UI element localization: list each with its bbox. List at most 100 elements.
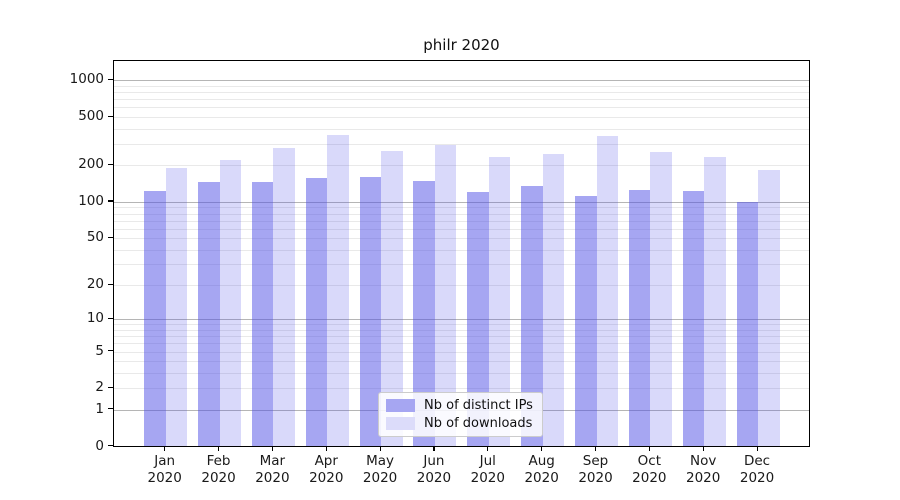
bar-downloads	[542, 153, 565, 447]
y-axis-tick-label: 100	[78, 192, 104, 209]
legend-item-downloads: Nb of downloads	[386, 416, 533, 431]
bar-downloads	[758, 169, 780, 447]
chart-title: philr 2020	[423, 36, 500, 54]
x-tick-mark	[756, 447, 758, 451]
y-tick-mark	[108, 236, 113, 238]
bar-downloads	[165, 167, 188, 447]
y-tick-mark	[108, 163, 113, 166]
gridline-major	[114, 80, 809, 82]
gridline-minor	[114, 92, 809, 94]
x-axis-tick-label: Mar 2020	[242, 453, 302, 487]
x-axis-tick-label-year: 2020	[686, 470, 721, 486]
x-tick-mark	[164, 447, 166, 451]
y-axis-tick-label: 1	[95, 400, 104, 417]
x-axis-tick-label-year: 2020	[201, 470, 236, 486]
x-tick-mark	[595, 447, 597, 451]
x-tick-mark	[379, 447, 381, 451]
bar-distinct-ips	[144, 190, 166, 447]
legend-item-distinct-ips: Nb of distinct IPs	[386, 398, 533, 413]
legend-label-downloads: Nb of downloads	[424, 416, 533, 431]
x-axis-tick-label-year: 2020	[147, 470, 182, 486]
y-axis-tick-label: 10	[86, 310, 104, 327]
gridline-minor	[114, 228, 809, 230]
x-tick-mark	[433, 447, 435, 451]
gridline-minor	[114, 128, 809, 130]
y-axis-tick-label: 1000	[69, 71, 104, 88]
x-axis-tick-label: Jun 2020	[404, 453, 464, 487]
x-tick-mark	[218, 447, 220, 451]
bar-distinct-ips	[359, 176, 382, 447]
x-tick-mark	[271, 447, 274, 451]
gridline-minor	[114, 213, 809, 215]
y-axis-tick-label: 2	[95, 379, 104, 396]
bar-downloads	[704, 157, 726, 447]
x-axis-tick-label-year: 2020	[578, 470, 613, 486]
gridline-minor	[114, 99, 809, 101]
legend: Nb of distinct IPs Nb of downloads	[378, 392, 543, 437]
x-axis-tick-label-year: 2020	[524, 470, 559, 486]
bar-downloads	[273, 147, 295, 447]
bar-distinct-ips	[736, 201, 759, 447]
y-axis-tick-label: 50	[86, 229, 104, 246]
y-tick-mark	[108, 445, 113, 447]
legend-swatch-downloads	[386, 417, 415, 430]
x-axis-tick-label-year: 2020	[309, 470, 344, 486]
y-tick-mark	[108, 386, 113, 388]
legend-label-distinct-ips: Nb of distinct IPs	[424, 398, 533, 413]
x-tick-mark	[487, 447, 489, 451]
gridline-minor	[114, 117, 809, 119]
bar-distinct-ips	[521, 186, 543, 447]
x-axis-tick-label: Sep 2020	[566, 453, 626, 487]
x-axis-tick-label-year: 2020	[362, 470, 398, 486]
bar-downloads	[434, 145, 457, 447]
gridline-minor	[114, 238, 809, 240]
bar-downloads	[488, 157, 511, 447]
bar-distinct-ips	[198, 182, 220, 447]
x-axis-tick-label-year: 2020	[255, 470, 290, 486]
gridline-minor	[114, 285, 809, 287]
gridline-minor	[114, 343, 809, 345]
gridline-minor	[114, 165, 809, 167]
y-axis-tick-label: 20	[86, 276, 104, 293]
bar-distinct-ips	[575, 196, 597, 447]
x-axis-tick-label: Feb 2020	[189, 453, 249, 487]
bar-distinct-ips	[467, 192, 489, 447]
x-axis-tick-label: Nov 2020	[673, 453, 733, 487]
legend-swatch-distinct-ips	[386, 399, 415, 412]
bar-distinct-ips	[682, 190, 705, 447]
gridline-minor	[114, 264, 809, 266]
gridline-major	[114, 319, 809, 321]
gridline-minor	[114, 361, 809, 363]
x-axis-tick-label: Dec 2020	[727, 453, 787, 487]
gridline-minor	[114, 336, 809, 338]
gridline-minor	[114, 330, 809, 332]
gridline-minor	[114, 144, 809, 146]
y-tick-mark	[108, 350, 113, 352]
x-axis-tick-label-year: 2020	[470, 470, 505, 486]
bar-downloads	[219, 160, 242, 447]
y-axis-tick-label: 200	[78, 156, 104, 173]
gridline-minor	[114, 388, 809, 390]
y-tick-mark	[108, 200, 113, 202]
gridline-minor	[114, 220, 809, 222]
y-tick-mark	[108, 283, 113, 285]
x-axis-tick-label-year: 2020	[632, 470, 667, 486]
y-tick-mark	[108, 115, 113, 117]
gridline-minor	[114, 207, 809, 209]
x-axis-tick-label-year: 2020	[739, 470, 775, 486]
bar-distinct-ips	[628, 189, 651, 447]
gridline-minor	[114, 351, 809, 353]
gridline-minor	[114, 249, 809, 251]
x-axis-tick-label: Aug 2020	[512, 453, 572, 487]
x-tick-mark	[648, 447, 651, 451]
x-axis-tick-label-year: 2020	[416, 470, 452, 486]
y-tick-mark	[108, 78, 113, 81]
y-tick-mark	[108, 317, 113, 320]
bar-downloads	[327, 135, 349, 447]
gridline-minor	[114, 324, 809, 326]
y-tick-mark	[108, 408, 113, 410]
bar-downloads	[381, 150, 403, 447]
y-axis-tick-label: 5	[95, 342, 104, 359]
bar-downloads	[596, 135, 618, 447]
